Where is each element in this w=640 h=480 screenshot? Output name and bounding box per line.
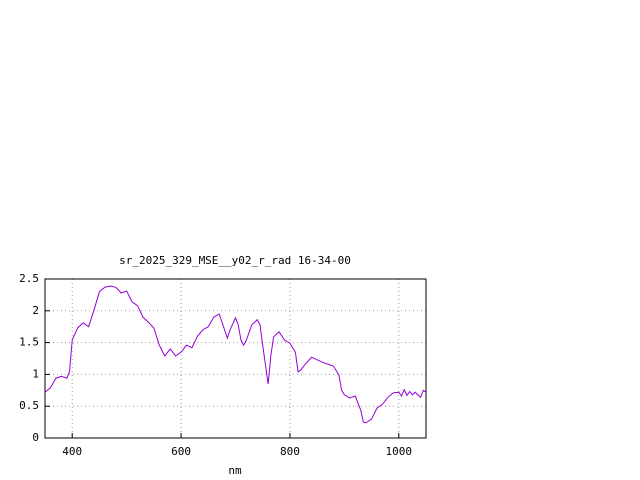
y-tick-label: 0 (32, 431, 39, 444)
chart-title: sr_2025_329_MSE__y02_r_rad 16-34-00 (119, 254, 351, 267)
x-axis-label: nm (228, 464, 242, 477)
x-tick-label: 800 (280, 445, 300, 458)
y-tick-label: 2 (32, 304, 39, 317)
x-tick-label: 1000 (386, 445, 413, 458)
y-tick-label: 1.5 (19, 336, 39, 349)
y-tick-label: 1 (32, 367, 39, 380)
y-tick-label: 0.5 (19, 399, 39, 412)
plot-border (44, 278, 427, 439)
data-line (44, 285, 427, 424)
x-tick-label: 600 (171, 445, 191, 458)
x-tick-label: 400 (62, 445, 82, 458)
y-tick-label: 2.5 (19, 272, 39, 285)
